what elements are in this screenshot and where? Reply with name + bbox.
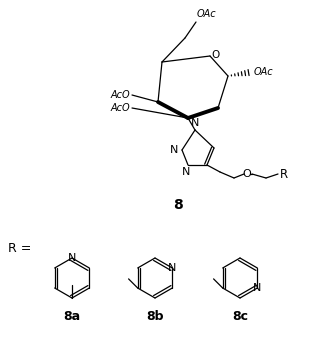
- Text: O: O: [211, 50, 219, 60]
- Text: OAc: OAc: [254, 67, 274, 77]
- Text: N: N: [253, 283, 262, 293]
- Text: 8c: 8c: [232, 310, 248, 322]
- Text: AcO: AcO: [110, 103, 130, 113]
- Text: N: N: [170, 145, 178, 155]
- Text: R: R: [280, 167, 288, 180]
- Text: AcO: AcO: [110, 90, 130, 100]
- Text: 8a: 8a: [64, 310, 81, 322]
- Text: N: N: [191, 118, 199, 128]
- Text: 8: 8: [173, 198, 183, 212]
- Text: 8b: 8b: [146, 310, 164, 322]
- Text: OAc: OAc: [197, 9, 217, 19]
- Text: N: N: [168, 263, 176, 273]
- Text: O: O: [243, 169, 251, 179]
- Text: N: N: [182, 167, 190, 177]
- Text: R =: R =: [8, 241, 31, 254]
- Text: N: N: [68, 253, 76, 263]
